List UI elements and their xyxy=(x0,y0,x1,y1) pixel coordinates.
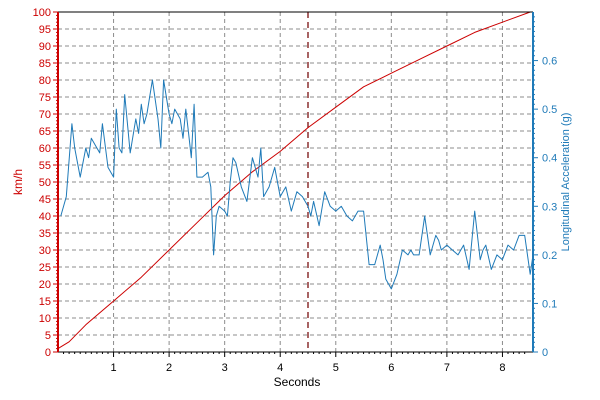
y-left-tick-label: 40 xyxy=(39,211,51,223)
x-tick-label: 6 xyxy=(388,362,394,374)
y-left-tick-label: 65 xyxy=(39,126,51,138)
y-right-tick-label: 0.1 xyxy=(542,298,557,310)
y-left-tick-label: 45 xyxy=(39,194,51,206)
axes-layer: 0510152025303540455055606570758085909510… xyxy=(33,7,558,374)
y-left-tick-label: 30 xyxy=(39,245,51,257)
x-tick-label: 8 xyxy=(499,362,505,374)
y-right-tick-label: 0.5 xyxy=(542,104,557,116)
x-axis-label: Seconds xyxy=(274,375,321,389)
y-right-tick-label: 0.2 xyxy=(542,250,557,262)
y-left-tick-label: 80 xyxy=(39,75,51,87)
y-left-tick-label: 75 xyxy=(39,92,51,104)
y-left-tick-label: 95 xyxy=(39,24,51,36)
y-right-tick-label: 0.3 xyxy=(542,201,557,213)
y-left-tick-label: 20 xyxy=(39,279,51,291)
y-left-tick-label: 0 xyxy=(45,347,51,359)
series-line-acceleration xyxy=(60,79,534,290)
y-left-tick-label: 100 xyxy=(33,7,51,19)
y-left-tick-label: 70 xyxy=(39,109,51,121)
y-right-tick-label: 0 xyxy=(542,347,548,359)
x-tick-label: 2 xyxy=(166,362,172,374)
x-tick-label: 3 xyxy=(222,362,228,374)
y-right-tick-label: 0.6 xyxy=(542,56,557,68)
y-left-tick-label: 5 xyxy=(45,330,51,342)
series-line-speed xyxy=(57,11,531,350)
y-left-tick-label: 55 xyxy=(39,160,51,172)
y-left-tick-label: 90 xyxy=(39,41,51,53)
x-tick-label: 1 xyxy=(110,362,116,374)
x-tick-label: 5 xyxy=(333,362,339,374)
y-right-axis-label: Longitudinal Acceleration (g) xyxy=(560,113,572,252)
y-left-tick-label: 85 xyxy=(39,58,51,70)
series-layer xyxy=(57,11,534,350)
y-left-tick-label: 15 xyxy=(39,296,51,308)
y-left-axis-label: km/h xyxy=(11,169,25,195)
y-left-tick-label: 50 xyxy=(39,177,51,189)
y-left-tick-label: 35 xyxy=(39,228,51,240)
y-left-tick-label: 10 xyxy=(39,313,51,325)
x-tick-label: 4 xyxy=(277,362,283,374)
x-tick-label: 7 xyxy=(444,362,450,374)
y-left-tick-label: 60 xyxy=(39,143,51,155)
y-left-tick-label: 25 xyxy=(39,262,51,274)
y-right-tick-label: 0.4 xyxy=(542,153,557,165)
